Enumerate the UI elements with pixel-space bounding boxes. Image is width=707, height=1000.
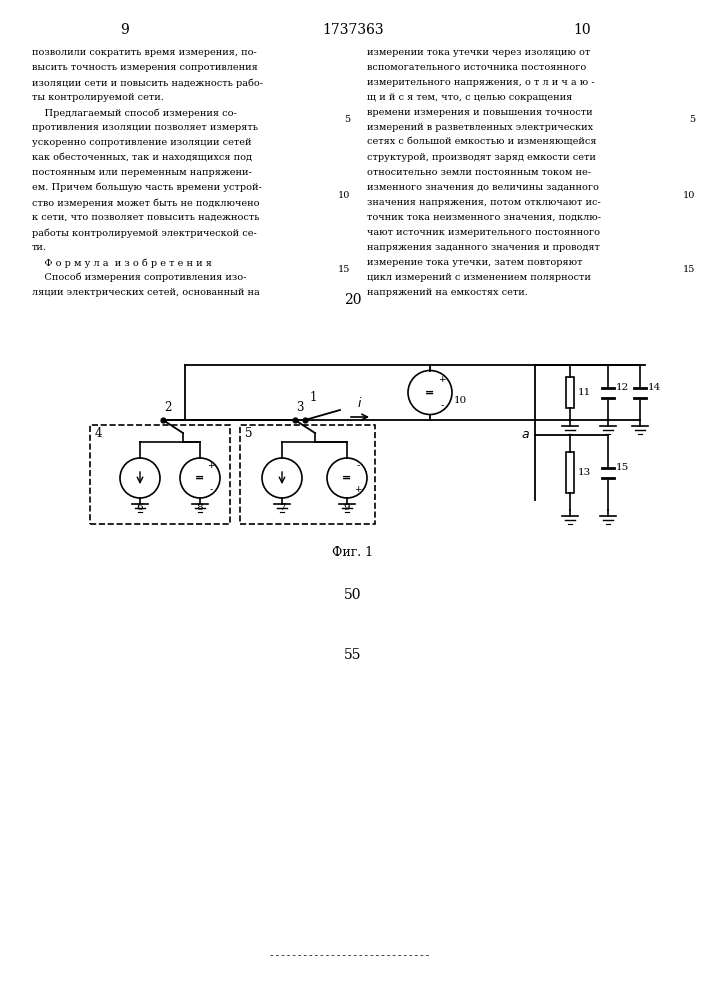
Text: напряжения заданного значения и проводят: напряжения заданного значения и проводят [367,243,600,252]
Text: 14: 14 [648,383,661,392]
Text: точник тока неизменного значения, подклю-: точник тока неизменного значения, подклю… [367,213,601,222]
Text: $i$: $i$ [357,396,363,410]
Text: структурой, производят заряд емкости сети: структурой, производят заряд емкости сет… [367,153,596,162]
Text: 10: 10 [338,190,350,200]
Text: постоянным или переменным напряжени-: постоянным или переменным напряжени- [32,168,252,177]
Text: 5: 5 [344,115,350,124]
Text: ты контролируемой сети.: ты контролируемой сети. [32,93,164,102]
Text: 6: 6 [136,503,144,512]
Text: сетях с большой емкостью и изменяющейся: сетях с большой емкостью и изменяющейся [367,138,597,147]
Text: -: - [356,462,360,471]
Text: +: + [207,462,215,471]
Text: цикл измерений с изменением полярности: цикл измерений с изменением полярности [367,273,591,282]
Text: -: - [440,401,444,410]
Text: 15: 15 [616,463,629,472]
Bar [566,452,574,493]
Text: чают источник измерительного постоянного: чают источник измерительного постоянного [367,228,600,237]
Text: 15: 15 [338,265,350,274]
Text: ускоренно сопротивление изоляции сетей: ускоренно сопротивление изоляции сетей [32,138,252,147]
Text: 20: 20 [344,293,362,307]
Text: ем. Причем большую часть времени устрой-: ем. Причем большую часть времени устрой- [32,183,262,192]
Text: =: = [195,473,204,483]
Text: 1737363: 1737363 [322,23,384,37]
Text: 10: 10 [454,396,467,405]
Text: 50: 50 [344,588,362,602]
Text: напряжений на емкостях сети.: напряжений на емкостях сети. [367,288,528,297]
Text: позволили сократить время измерения, по-: позволили сократить время измерения, по- [32,48,257,57]
Text: $a$: $a$ [521,428,530,441]
Text: 9: 9 [344,503,350,512]
Bar [90,425,230,524]
Text: значения напряжения, потом отключают ис-: значения напряжения, потом отключают ис- [367,198,601,207]
Text: 12: 12 [616,383,629,392]
Text: 13: 13 [578,468,591,477]
Text: измерительного напряжения, о т л и ч а ю -: измерительного напряжения, о т л и ч а ю… [367,78,595,87]
Text: высить точность измерения сопротивления: высить точность измерения сопротивления [32,63,258,72]
Text: Ф о р м у л а  и з о б р е т е н и я: Ф о р м у л а и з о б р е т е н и я [32,258,212,267]
Text: 15: 15 [683,265,695,274]
Text: 1: 1 [309,391,317,404]
Text: +: + [438,375,446,384]
Text: 4: 4 [95,427,103,440]
Text: измерении тока утечки через изоляцию от: измерении тока утечки через изоляцию от [367,48,590,57]
Text: 7: 7 [279,503,286,512]
Text: Способ измерения сопротивления изо-: Способ измерения сопротивления изо- [32,273,246,282]
Text: изоляции сети и повысить надежность рабо-: изоляции сети и повысить надежность рабо… [32,78,263,88]
Text: измерений в разветвленных электрических: измерений в разветвленных электрических [367,123,593,132]
Text: как обесточенных, так и находящихся под: как обесточенных, так и находящихся под [32,153,252,162]
Bar [566,377,574,408]
Text: =: = [426,387,435,397]
Text: 5: 5 [689,115,695,124]
Text: 3: 3 [296,401,304,414]
Text: 2: 2 [164,401,172,414]
Text: изменного значения до величины заданного: изменного значения до величины заданного [367,183,599,192]
Text: =: = [342,473,351,483]
Text: Предлагаемый способ измерения со-: Предлагаемый способ измерения со- [32,108,237,117]
Text: 9: 9 [121,23,129,37]
Text: ти.: ти. [32,243,47,252]
Text: -: - [209,486,213,494]
Bar [240,425,375,524]
Text: относительно земли постоянным током не-: относительно земли постоянным током не- [367,168,591,177]
Text: 55: 55 [344,648,362,662]
Text: ляции электрических сетей, основанный на: ляции электрических сетей, основанный на [32,288,259,297]
Text: 10: 10 [683,190,695,200]
Text: к сети, что позволяет повысить надежность: к сети, что позволяет повысить надежност… [32,213,259,222]
Text: ство измерения может быть не подключено: ство измерения может быть не подключено [32,198,259,208]
Text: 8: 8 [197,503,204,512]
Text: измерение тока утечки, затем повторяют: измерение тока утечки, затем повторяют [367,258,583,267]
Text: 5: 5 [245,427,252,440]
Text: Фиг. 1: Фиг. 1 [332,546,373,560]
Text: работы контролируемой электрической се-: работы контролируемой электрической се- [32,228,257,237]
Text: противления изоляции позволяет измерять: противления изоляции позволяет измерять [32,123,258,132]
Text: 11: 11 [578,388,591,397]
Text: времени измерения и повышения точности: времени измерения и повышения точности [367,108,592,117]
Text: 10: 10 [573,23,591,37]
Text: +: + [354,486,362,494]
Text: вспомогательного источника постоянного: вспомогательного источника постоянного [367,63,586,72]
Text: щ и й с я тем, что, с целью сокращения: щ и й с я тем, что, с целью сокращения [367,93,572,102]
